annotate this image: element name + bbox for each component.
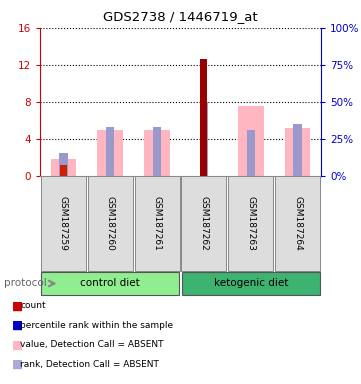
Bar [106, 127, 114, 176]
Text: GDS2738 / 1446719_at: GDS2738 / 1446719_at [103, 10, 258, 23]
Bar [51, 159, 76, 176]
Bar [144, 130, 170, 176]
Bar [135, 176, 179, 271]
Bar [200, 102, 208, 176]
Text: GSM187261: GSM187261 [153, 196, 162, 251]
Bar [59, 153, 68, 176]
Bar [153, 127, 161, 176]
Text: control diet: control diet [81, 278, 140, 288]
Text: ■: ■ [12, 358, 23, 371]
Bar [275, 176, 320, 271]
Text: percentile rank within the sample: percentile rank within the sample [20, 321, 173, 330]
Bar [60, 165, 67, 176]
Bar [238, 106, 264, 176]
Bar [228, 176, 273, 271]
Bar [182, 176, 226, 271]
Bar [200, 58, 208, 176]
Bar [88, 176, 133, 271]
Bar [182, 272, 319, 295]
Bar [41, 176, 86, 271]
Bar [97, 130, 123, 176]
Text: value, Detection Call = ABSENT: value, Detection Call = ABSENT [20, 341, 164, 349]
Text: GSM187262: GSM187262 [199, 196, 208, 251]
Bar [285, 128, 310, 176]
Text: ■: ■ [12, 319, 23, 332]
Text: GSM187264: GSM187264 [293, 196, 302, 251]
Text: ■: ■ [12, 339, 23, 351]
Bar [293, 124, 302, 176]
Bar [247, 130, 255, 176]
Text: ketogenic diet: ketogenic diet [214, 278, 288, 288]
Bar [42, 272, 179, 295]
Text: rank, Detection Call = ABSENT: rank, Detection Call = ABSENT [20, 360, 159, 369]
Text: ■: ■ [12, 300, 23, 313]
Text: protocol: protocol [4, 278, 46, 288]
Text: GSM187263: GSM187263 [246, 196, 255, 251]
Text: GSM187260: GSM187260 [106, 196, 115, 251]
Text: GSM187259: GSM187259 [59, 196, 68, 251]
Text: count: count [20, 301, 45, 311]
